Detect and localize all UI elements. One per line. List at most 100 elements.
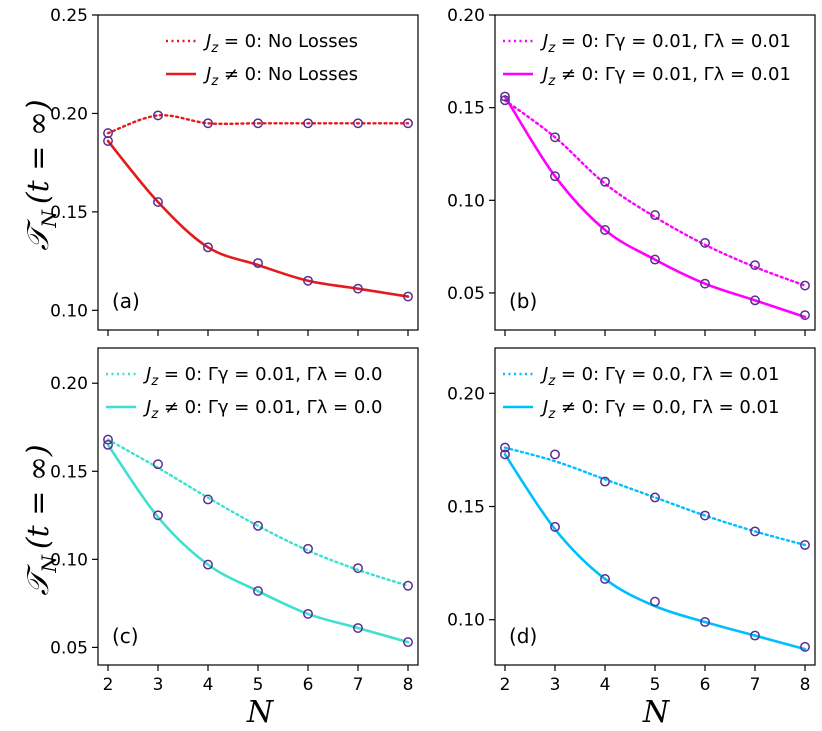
data-point-marker bbox=[700, 278, 710, 289]
y-tick-label: 0.20 bbox=[447, 6, 485, 26]
legend-entry: Jz = 0: Γγ = 0.0, Γλ = 0.01 bbox=[540, 364, 779, 389]
y-tick-label: 0.20 bbox=[50, 104, 88, 124]
panel-b: 0.05 0.10 0.15 0.20 (b) Jz = 0: Γγ = 0.01, Γλ… bbox=[447, 6, 816, 336]
y-tick-label: 0.10 bbox=[50, 301, 88, 321]
data-point-marker bbox=[353, 623, 363, 633]
data-point-marker bbox=[303, 608, 313, 619]
data-point-marker bbox=[700, 237, 710, 248]
series-line-jz-zero bbox=[503, 99, 807, 287]
y-tick-label: 0.10 bbox=[447, 611, 485, 631]
y-tick-label: 0.20 bbox=[50, 374, 88, 394]
data-point-marker bbox=[800, 540, 810, 550]
y-tick-label: 0.15 bbox=[50, 462, 88, 482]
data-point-marker bbox=[500, 95, 510, 106]
data-point-marker bbox=[153, 510, 163, 521]
x-tick-label: 7 bbox=[353, 675, 364, 695]
x-tick-label: 6 bbox=[700, 675, 711, 695]
panels: 0.10 0.15 0.20 0.25 (a) Jz = 0: No Losses Jz ≠… bbox=[50, 6, 816, 695]
series-line-jz-nonzero bbox=[106, 443, 410, 644]
data-point-marker bbox=[650, 210, 660, 221]
data-point-marker bbox=[253, 258, 263, 269]
data-point-marker bbox=[403, 637, 413, 648]
x-tick-label: 7 bbox=[750, 675, 761, 695]
legend-entry: Jz ≠ 0: Γγ = 0.01, Γλ = 0.0 bbox=[143, 397, 382, 422]
panel-c: 0.05 0.10 0.15 0.20 2 3 4 5 6 7 8 (c) Jz = 0: Γγ = 0… bbox=[50, 347, 419, 695]
legend-entry: Jz ≠ 0: No Losses bbox=[203, 64, 358, 89]
data-point-marker bbox=[750, 260, 760, 271]
data-point-marker bbox=[103, 136, 113, 146]
x-tick-label: 8 bbox=[800, 675, 811, 695]
data-point-marker bbox=[253, 520, 263, 531]
data-point-marker bbox=[650, 254, 660, 265]
data-point-marker bbox=[650, 492, 660, 503]
data-point-marker bbox=[650, 596, 660, 607]
x-tick-label: 4 bbox=[203, 675, 214, 695]
plot-frame bbox=[494, 347, 816, 666]
data-point-marker bbox=[800, 280, 810, 291]
data-point-marker bbox=[750, 630, 760, 641]
y-tick-label: 0.10 bbox=[50, 550, 88, 570]
panel-label: (c) bbox=[112, 624, 139, 648]
x-tick-label: 3 bbox=[153, 675, 164, 695]
ylabel-subscript: N bbox=[37, 554, 61, 574]
y-tick-label: 0.10 bbox=[447, 191, 485, 211]
y-tick-label: 0.05 bbox=[50, 638, 88, 658]
data-point-marker bbox=[203, 559, 213, 570]
data-point-marker bbox=[253, 118, 263, 129]
svg-text:𝒯N(t = ∞): 𝒯N(t = ∞) bbox=[21, 99, 61, 250]
y-tick-label: 0.25 bbox=[50, 6, 88, 26]
data-point-marker bbox=[153, 197, 163, 207]
x-tick-label: 4 bbox=[600, 675, 611, 695]
data-point-marker bbox=[403, 580, 413, 591]
x-tick-label: 3 bbox=[550, 675, 561, 695]
data-point-marker bbox=[303, 118, 313, 129]
y-tick-label: 0.15 bbox=[447, 498, 485, 518]
series-line-jz-zero bbox=[106, 114, 410, 135]
data-point-marker bbox=[353, 118, 363, 129]
data-point-marker bbox=[500, 91, 510, 102]
x-tick-label: 2 bbox=[103, 675, 114, 695]
y-tick-label: 0.20 bbox=[447, 384, 485, 404]
data-point-marker bbox=[203, 118, 213, 129]
legend-entry: Jz ≠ 0: Γγ = 0.01, Γλ = 0.01 bbox=[540, 64, 791, 89]
legend-entry: Jz = 0: Γγ = 0.01, Γλ = 0.01 bbox=[540, 31, 791, 56]
y-tick-label: 0.15 bbox=[50, 203, 88, 223]
svg-text:𝒯N(t = ∞): 𝒯N(t = ∞) bbox=[21, 444, 61, 595]
x-axis-label-right: N bbox=[642, 695, 671, 730]
series-line-jz-zero bbox=[503, 446, 807, 547]
panel-d: 0.10 0.15 0.20 2 3 4 5 6 7 8 (d) Jz = 0: Γγ = 0.0, … bbox=[447, 347, 816, 695]
data-point-marker bbox=[103, 434, 113, 445]
y-axis-label-bottom: 𝒯N(t = ∞) bbox=[21, 444, 61, 595]
legend-entry: Jz = 0: Γγ = 0.01, Γλ = 0.0 bbox=[143, 364, 382, 389]
data-point-marker bbox=[800, 310, 810, 321]
data-point-marker bbox=[253, 586, 263, 596]
data-point-marker bbox=[203, 494, 213, 505]
x-tick-label: 5 bbox=[253, 675, 264, 695]
plot-frame bbox=[97, 347, 419, 666]
y-tick-label: 0.15 bbox=[447, 99, 485, 119]
series-line-jz-nonzero bbox=[106, 139, 410, 298]
data-point-marker bbox=[700, 510, 710, 521]
data-point-marker bbox=[500, 442, 510, 453]
data-point-marker bbox=[103, 439, 113, 450]
panel-a: 0.10 0.15 0.20 0.25 (a) Jz = 0: No Losses Jz ≠… bbox=[50, 6, 419, 336]
data-point-marker bbox=[303, 275, 313, 286]
x-axis-label-left: N bbox=[246, 695, 275, 730]
y-tick-label: 0.05 bbox=[447, 284, 485, 304]
data-point-marker bbox=[750, 295, 760, 306]
data-point-marker bbox=[353, 283, 363, 294]
data-point-marker bbox=[700, 617, 710, 627]
series-line-jz-nonzero bbox=[503, 453, 807, 651]
data-point-marker bbox=[600, 574, 610, 584]
data-point-marker bbox=[800, 641, 810, 652]
data-point-marker bbox=[550, 521, 560, 532]
plot-frame bbox=[97, 14, 419, 331]
data-point-marker bbox=[500, 449, 510, 460]
data-point-marker bbox=[153, 459, 163, 470]
data-point-marker bbox=[403, 118, 413, 129]
x-tick-label: 2 bbox=[500, 675, 511, 695]
legend-entry: Jz = 0: No Losses bbox=[203, 31, 358, 56]
ylabel-subscript: N bbox=[37, 209, 61, 229]
legend-entry: Jz ≠ 0: Γγ = 0.0, Γλ = 0.01 bbox=[540, 397, 779, 422]
